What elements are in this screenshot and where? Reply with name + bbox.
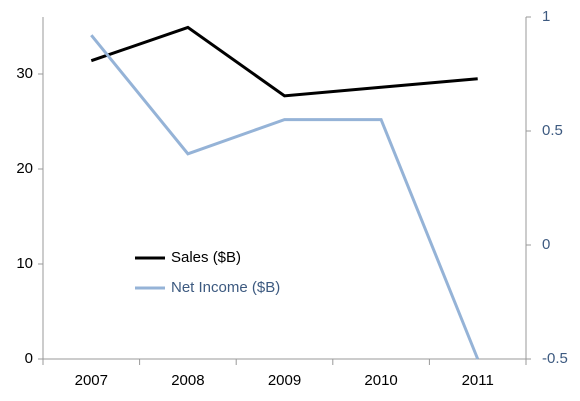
y2-tick-label: 1 [542,8,550,25]
x-tick-label: 2007 [75,372,108,389]
y-tick-label: 0 [25,350,33,367]
y2-tick-label: 0.5 [542,122,563,139]
x-tick-label: 2010 [364,372,397,389]
legend-label: Net Income ($B) [171,279,280,296]
series-line [90,34,480,360]
y-tick-label: 20 [16,160,33,177]
y2-tick-label: -0.5 [542,350,568,367]
legend-label: Sales ($B) [171,249,241,266]
series-line [90,25,478,98]
y2-tick-label: 0 [542,236,550,253]
x-tick-label: 2011 [462,372,494,389]
x-tick-label: 2008 [171,372,204,389]
y-tick-label: 30 [16,65,33,82]
x-tick-label: 2009 [268,372,301,389]
y-tick-label: 10 [16,255,33,272]
